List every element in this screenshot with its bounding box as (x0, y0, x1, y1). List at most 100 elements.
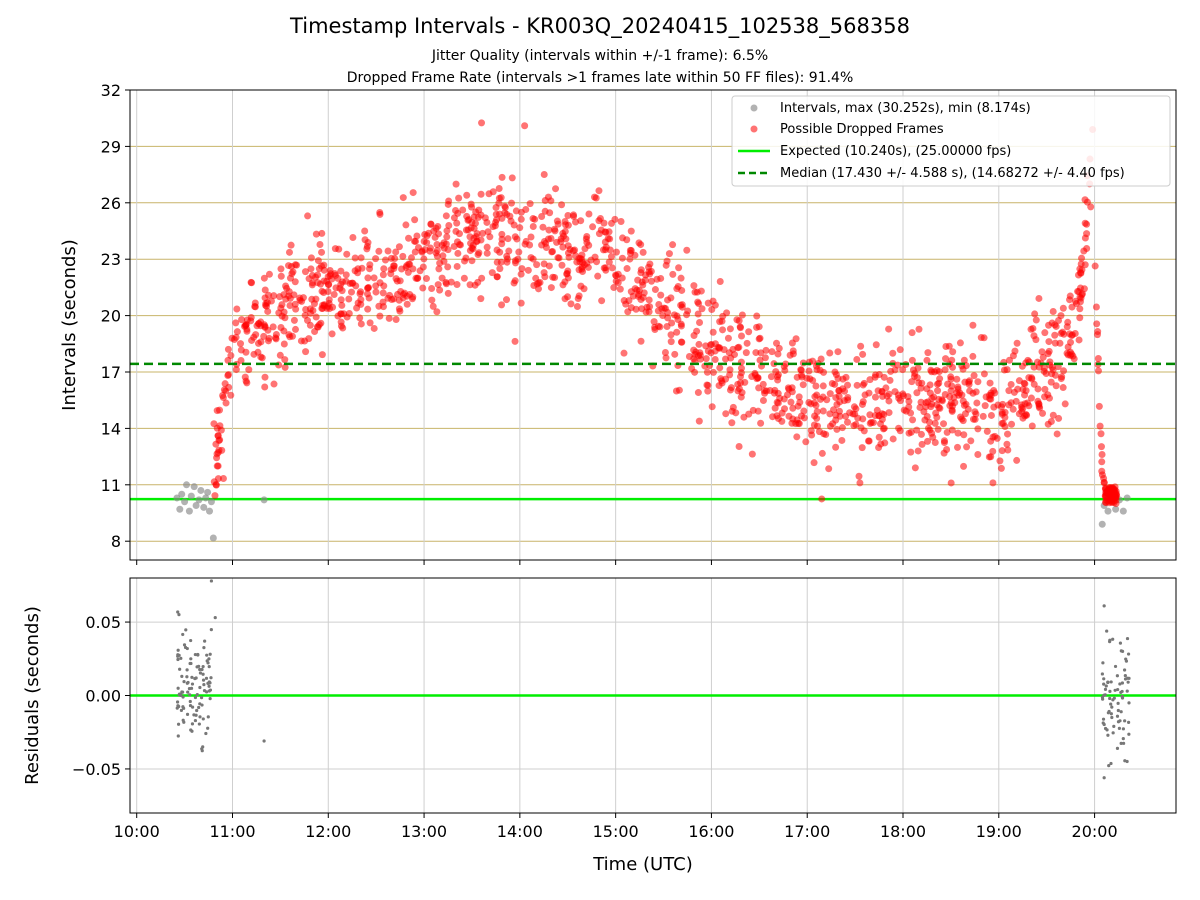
dropped-frame-point (402, 221, 410, 229)
dropped-frame-point (938, 397, 946, 405)
dropped-frame-point (1059, 384, 1067, 392)
dropped-frame-point (436, 286, 444, 294)
residual-point (200, 667, 204, 672)
dropped-frame-point (261, 383, 269, 391)
dropped-frame-point (743, 339, 751, 347)
x-tick-label: 10:00 (114, 822, 160, 841)
dropped-frame-point (420, 237, 428, 245)
dropped-frame-point (983, 427, 991, 435)
dropped-frame-point (859, 398, 867, 406)
residual-point (1120, 681, 1125, 685)
dropped-frame-point (927, 403, 935, 411)
residual-point (1110, 705, 1114, 709)
dropped-frame-point (907, 428, 915, 436)
residual-point (184, 628, 188, 632)
dropped-frame-point (637, 269, 645, 277)
dropped-frame-point (771, 404, 779, 412)
dropped-frame-point (345, 309, 353, 317)
residual-point (1121, 741, 1126, 745)
dropped-frame-point (269, 323, 277, 331)
dropped-frame-point (545, 226, 553, 234)
dropped-frame-point (302, 348, 310, 356)
dropped-frame-point (564, 293, 572, 301)
dropped-frame-point (872, 393, 880, 401)
dropped-frame-point (305, 335, 313, 343)
dropped-frame-point (557, 238, 565, 246)
dropped-frame-point (691, 351, 699, 359)
dropped-frame-point (522, 237, 530, 245)
residual-point (1109, 761, 1113, 766)
dropped-frame-point (431, 233, 439, 241)
residual-point (1127, 676, 1131, 680)
interval-point (1104, 507, 1112, 515)
residual-point (1112, 724, 1116, 728)
dropped-frame-point (442, 278, 450, 286)
dropped-frame-point (1060, 330, 1068, 338)
x-tick-label: 17:00 (784, 822, 830, 841)
dropped-frame-point (987, 411, 995, 419)
dropped-frame-point (286, 333, 294, 341)
dropped-frame-point (492, 210, 500, 218)
dropped-frame-point (935, 368, 943, 376)
dropped-frame-point (392, 275, 400, 283)
dropped-frame-point (886, 376, 894, 384)
dropped-frame-point (835, 392, 843, 400)
dropped-frame-point (1004, 430, 1012, 438)
y-tick-label: 23 (101, 250, 121, 269)
dropped-frame-point (542, 243, 550, 251)
dropped-frame-point (517, 270, 525, 278)
dropped-frame-point (736, 323, 744, 331)
dropped-frame-point (934, 425, 942, 433)
dropped-frame-point (752, 349, 760, 357)
dropped-frame-point (434, 222, 442, 230)
legend-marker-intervals (750, 104, 758, 112)
dropped-frame-point (291, 278, 299, 286)
dropped-frame-point (1034, 358, 1042, 366)
dropped-frame-point (342, 271, 350, 279)
residual-point (1123, 677, 1128, 681)
dropped-frame-point (695, 417, 703, 425)
dropped-frame-point (818, 495, 826, 503)
residual-point (208, 688, 213, 692)
dropped-frame-point (929, 433, 937, 441)
residual-point (1108, 696, 1112, 701)
dropped-frame-point (512, 207, 520, 215)
dropped-frame-point (857, 342, 865, 350)
dropped-frame-point (511, 257, 519, 265)
residual-point (262, 739, 266, 743)
dropped-frame-point (913, 426, 921, 434)
residual-point (188, 661, 192, 666)
dropped-frame-point (974, 425, 982, 433)
residual-point (1109, 680, 1113, 684)
dropped-frame-point (472, 208, 480, 216)
dropped-frame-point (401, 289, 409, 297)
interval-point (190, 483, 198, 491)
interval-point (173, 494, 181, 502)
dropped-frame-point (1070, 355, 1078, 363)
residual-point (175, 706, 179, 710)
dropped-frame-point (633, 286, 641, 294)
dropped-frame-point (1097, 443, 1105, 451)
dropped-frame-point (727, 354, 735, 362)
dropped-frame-point (314, 279, 322, 287)
dropped-frame-point (650, 318, 658, 326)
residual-point (180, 674, 184, 679)
dropped-frame-point (558, 201, 566, 209)
residual-point (201, 717, 205, 721)
dropped-frame-point (738, 389, 746, 397)
dropped-frame-point (1039, 409, 1047, 417)
dropped-frame-point (496, 265, 504, 273)
dropped-frame-point (428, 296, 436, 304)
dropped-frame-point (671, 350, 679, 358)
residual-point (1115, 714, 1120, 718)
dropped-frame-point (612, 272, 620, 280)
dropped-frame-point (675, 386, 683, 394)
dropped-frame-point (711, 355, 719, 363)
residual-point (195, 708, 199, 713)
dropped-frame-point (395, 305, 403, 313)
residual-point (204, 676, 209, 680)
residual-point (182, 720, 186, 724)
dropped-frame-point (792, 420, 800, 428)
residual-point (182, 680, 186, 684)
dropped-frame-point (947, 399, 955, 407)
